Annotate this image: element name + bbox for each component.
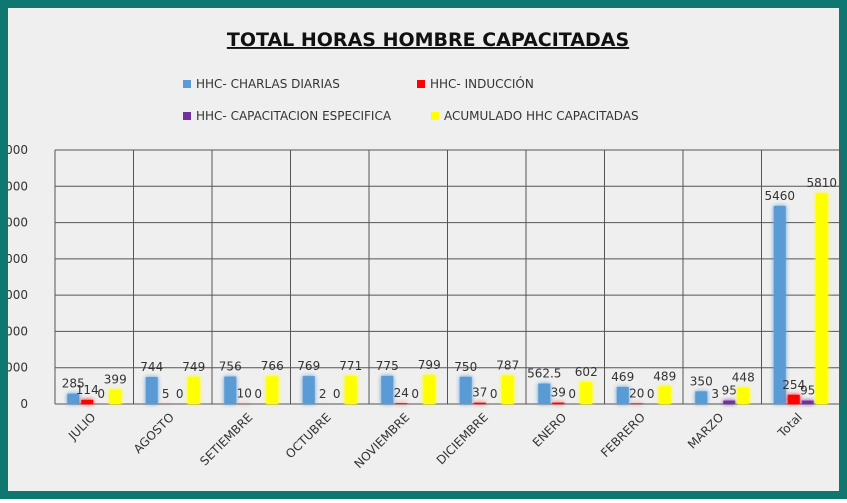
bar	[474, 403, 486, 404]
bar	[188, 377, 200, 404]
data-label: 0	[333, 387, 341, 401]
y-tick-label: 0	[20, 397, 28, 411]
legend-swatch	[183, 80, 191, 88]
data-label: 24	[394, 386, 409, 400]
legend-label: HHC- INDUCCIÓN	[430, 76, 534, 91]
bar	[423, 375, 435, 404]
data-label: 0	[176, 387, 184, 401]
data-label: 95	[722, 384, 737, 398]
data-label: 771	[339, 359, 362, 373]
bar	[381, 376, 393, 404]
data-label: 489	[653, 369, 676, 383]
data-label: 469	[611, 370, 634, 384]
data-label: 5810	[806, 176, 837, 190]
bar	[81, 400, 93, 404]
bar	[695, 391, 707, 404]
data-label: 769	[297, 359, 320, 373]
data-label: 750	[454, 360, 477, 374]
bar	[345, 376, 357, 404]
data-label: 37	[472, 386, 487, 400]
chart-title: TOTAL HORAS HOMBRE CAPACITADAS	[227, 29, 629, 51]
legend-label: HHC- CHARLAS DIARIAS	[196, 77, 340, 91]
data-label: 3	[711, 387, 719, 401]
data-label: 399	[104, 373, 127, 387]
bar	[538, 384, 550, 404]
bar	[146, 377, 158, 404]
bar	[460, 377, 472, 404]
data-label: 799	[418, 358, 441, 372]
bar	[224, 377, 236, 404]
legend-swatch	[431, 112, 439, 120]
data-label: 602	[575, 365, 598, 379]
data-label: 0	[97, 387, 105, 401]
bar	[723, 401, 735, 404]
legend-swatch	[417, 80, 425, 88]
data-label: 95	[800, 384, 815, 398]
legend-swatch	[183, 112, 191, 120]
data-label: 0	[568, 387, 576, 401]
bar	[802, 401, 814, 404]
bar	[774, 206, 786, 404]
bar	[266, 376, 278, 404]
bar	[659, 386, 671, 404]
bar	[502, 375, 514, 404]
data-label: 787	[496, 358, 519, 372]
data-label: 10	[237, 387, 252, 401]
bar	[737, 388, 749, 404]
data-label: 766	[261, 359, 284, 373]
data-label: 0	[490, 387, 498, 401]
bar	[816, 193, 828, 404]
data-label: 775	[376, 359, 399, 373]
data-label: 39	[551, 386, 566, 400]
bar	[552, 403, 564, 404]
legend-label: HHC- CAPACITACION ESPECIFICA	[196, 109, 392, 123]
data-label: 350	[690, 374, 713, 388]
data-label: 0	[254, 387, 262, 401]
data-label: 0	[411, 387, 419, 401]
data-label: 5460	[764, 189, 795, 203]
bar	[631, 403, 643, 404]
bar	[303, 376, 315, 404]
bar	[580, 382, 592, 404]
data-label: 448	[732, 371, 755, 385]
data-label: 562.5	[527, 367, 561, 381]
data-label: 756	[219, 360, 242, 374]
frame-left	[0, 0, 8, 499]
bar	[788, 395, 800, 404]
data-label: 114	[76, 383, 99, 397]
data-label: 20	[629, 386, 644, 400]
data-label: 744	[140, 360, 163, 374]
bar	[109, 390, 121, 404]
data-label: 2	[319, 387, 327, 401]
bar	[617, 387, 629, 404]
data-label: 749	[182, 360, 205, 374]
data-label: 0	[647, 387, 655, 401]
legend-label: ACUMULADO HHC CAPACITADAS	[444, 109, 639, 123]
data-label: 5	[162, 387, 170, 401]
bar	[395, 403, 407, 404]
